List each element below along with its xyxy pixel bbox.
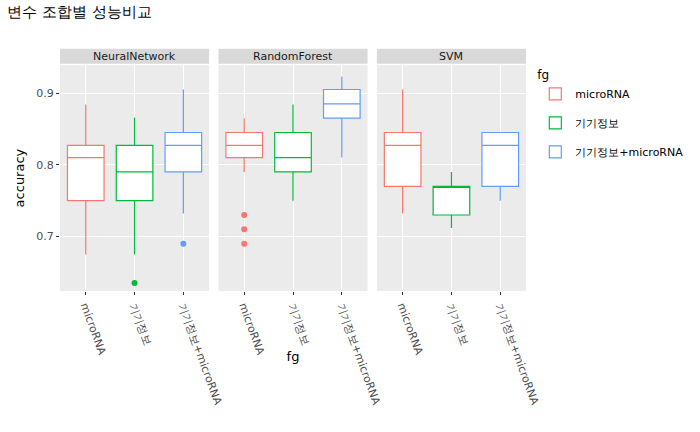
- svg-text:기기정보: 기기정보: [127, 301, 154, 347]
- svg-text:기기정보: 기기정보: [575, 117, 619, 130]
- svg-text:기기정보+microRNA: 기기정보+microRNA: [334, 301, 383, 407]
- svg-text:기기정보+microRNA: 기기정보+microRNA: [492, 301, 541, 407]
- svg-text:변수 조합별 성능비교: 변수 조합별 성능비교: [7, 3, 152, 21]
- svg-text:0.8: 0.8: [36, 159, 54, 172]
- svg-text:microRNA: microRNA: [395, 301, 426, 357]
- svg-text:RandomForest: RandomForest: [253, 50, 333, 63]
- svg-text:microRNA: microRNA: [78, 301, 109, 357]
- svg-text:기기정보: 기기정보: [443, 301, 470, 347]
- svg-text:0.7: 0.7: [36, 230, 54, 243]
- svg-text:기기정보+microRNA: 기기정보+microRNA: [575, 146, 683, 159]
- svg-text:0.9: 0.9: [36, 87, 54, 100]
- svg-text:microRNA: microRNA: [236, 301, 267, 357]
- svg-text:기기정보: 기기정보: [285, 301, 312, 347]
- svg-text:기기정보+microRNA: 기기정보+microRNA: [175, 301, 224, 407]
- svg-text:microRNA: microRNA: [575, 88, 630, 101]
- svg-text:fg: fg: [287, 349, 300, 364]
- svg-text:accuracy: accuracy: [12, 148, 27, 207]
- svg-text:NeuralNetwork: NeuralNetwork: [93, 50, 176, 63]
- svg-text:fg: fg: [537, 68, 549, 82]
- svg-text:SVM: SVM: [439, 50, 463, 63]
